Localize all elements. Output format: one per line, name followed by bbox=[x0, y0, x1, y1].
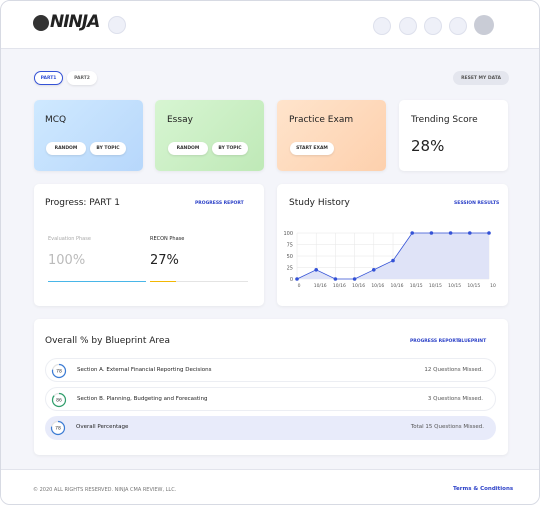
score-ring: 86 bbox=[51, 392, 67, 408]
apps-button[interactable] bbox=[449, 17, 467, 35]
card-title: Study History bbox=[289, 198, 350, 208]
progress-card: Progress: PART 1 PROGRESS REPORT Evaluat… bbox=[34, 184, 264, 306]
chart: 0 25 50 75 100 0 10/16 10/16 10/16 10/16 10/16 10/1… bbox=[283, 231, 496, 289]
ring-arc bbox=[50, 420, 66, 436]
study-card: Study History SESSION RESULTS 0 25 50 75 100… bbox=[277, 184, 508, 306]
row-name: Overall Percentage bbox=[76, 424, 129, 430]
notes-button[interactable] bbox=[424, 17, 442, 35]
score-label: 78 bbox=[56, 369, 62, 375]
terms-link[interactable]: Terms & Conditions bbox=[453, 486, 514, 492]
y-tick-label: 25 bbox=[287, 265, 293, 271]
point bbox=[429, 231, 434, 235]
point bbox=[468, 231, 472, 235]
row-missed: Total 15 Questions Missed. bbox=[410, 424, 484, 430]
x-tick-label: 10/16 bbox=[333, 283, 346, 289]
card-button[interactable]: BY TOPIC bbox=[90, 142, 126, 155]
score-label: 78 bbox=[55, 426, 61, 432]
ring-arc bbox=[51, 363, 67, 379]
avatar[interactable] bbox=[474, 15, 494, 35]
row-missed: 12 Questions Missed. bbox=[424, 367, 483, 373]
copyright: © 2020 ALL RIGHTS RESERVED. NINJA CMA RE… bbox=[33, 487, 177, 493]
phase-value: 27% bbox=[150, 253, 179, 268]
card-title: Practice Exam bbox=[289, 115, 354, 125]
blueprint-row: 78 Section A. External Financial Reportin… bbox=[45, 358, 496, 382]
phase-track bbox=[150, 281, 248, 282]
session-link[interactable]: SESSION RESULTS bbox=[454, 201, 500, 206]
point bbox=[410, 231, 414, 235]
card-title: Progress: PART 1 bbox=[45, 198, 120, 208]
x-tick-label: 10 bbox=[490, 283, 496, 289]
x-tick-label: 10/16 bbox=[391, 283, 404, 289]
bug-button[interactable] bbox=[399, 17, 417, 35]
y-tick-label: 0 bbox=[290, 277, 293, 283]
x-tick-label: 10/16 bbox=[352, 283, 365, 289]
point bbox=[352, 277, 357, 281]
card-title: Essay bbox=[167, 115, 193, 125]
card-button[interactable]: RANDOM bbox=[46, 142, 86, 155]
card-practice: Practice Exam START EXAM bbox=[277, 100, 386, 171]
phase-bar bbox=[48, 281, 146, 282]
card-button[interactable]: BY TOPIC bbox=[212, 142, 248, 155]
y-tick-label: 100 bbox=[283, 231, 293, 237]
card-title: Trending Score bbox=[411, 115, 478, 125]
phase-name: RECON Phase bbox=[150, 236, 185, 242]
score-ring: 78 bbox=[50, 420, 66, 436]
point bbox=[448, 231, 453, 235]
point bbox=[487, 231, 491, 235]
card-button[interactable]: RANDOM bbox=[168, 142, 208, 155]
row-name: Section A. External Financial Reporting … bbox=[77, 367, 212, 373]
progress-link[interactable]: PROGRESS REPORT bbox=[195, 201, 244, 206]
tab[interactable]: PART1 bbox=[34, 71, 63, 85]
theme-button[interactable] bbox=[373, 17, 391, 35]
phase-track bbox=[48, 281, 146, 282]
phase-name: Evaluation Phase bbox=[48, 236, 91, 242]
refresh-button[interactable] bbox=[108, 16, 126, 34]
score-label: 86 bbox=[56, 398, 62, 404]
x-tick-label: 10/15 bbox=[467, 283, 480, 289]
x-tick-label: 10/15 bbox=[448, 283, 461, 289]
header: NINJA bbox=[1, 1, 539, 49]
card-mcq: MCQ RANDOM BY TOPIC bbox=[34, 100, 143, 171]
phase-value: 100% bbox=[48, 253, 86, 268]
phase-bar bbox=[150, 281, 177, 282]
logo: NINJA bbox=[50, 12, 100, 32]
row-missed: 3 Questions Missed. bbox=[427, 396, 483, 402]
score-ring: 78 bbox=[51, 363, 67, 379]
point bbox=[391, 258, 395, 263]
tab[interactable]: PART2 bbox=[67, 71, 97, 85]
card-title: MCQ bbox=[45, 115, 67, 125]
point bbox=[372, 268, 376, 272]
blueprint-card: Overall % by Blueprint Area PROGRESS REP… bbox=[34, 319, 508, 455]
x-tick-label: 10/15 bbox=[429, 283, 442, 289]
blueprint-row: 86 Section B. Planning, Budgeting and For… bbox=[45, 387, 496, 411]
progress-link[interactable]: PROGRESS REPORT bbox=[410, 339, 459, 344]
logo-icon bbox=[33, 15, 49, 31]
x-tick-label: 10/16 bbox=[314, 283, 327, 289]
x-tick-label: 10/16 bbox=[371, 283, 384, 289]
footer: © 2020 ALL RIGHTS RESERVED. NINJA CMA RE… bbox=[1, 469, 539, 504]
card-title: Overall % by Blueprint Area bbox=[45, 336, 170, 346]
y-tick-label: 75 bbox=[287, 242, 293, 248]
point bbox=[333, 277, 338, 281]
x-tick-label: 0 bbox=[298, 283, 301, 289]
point bbox=[314, 268, 318, 272]
area bbox=[297, 233, 489, 279]
card-essay: Essay RANDOM BY TOPIC bbox=[155, 100, 264, 171]
y-tick-label: 50 bbox=[287, 254, 293, 260]
ring-arc bbox=[51, 392, 67, 408]
point bbox=[295, 277, 299, 281]
card-trending: Trending Score 28% bbox=[399, 100, 508, 171]
reset-button[interactable]: RESET MY DATA bbox=[453, 71, 509, 85]
trending-value: 28% bbox=[411, 137, 445, 155]
x-tick-label: 10/15 bbox=[410, 283, 423, 289]
row-name: Section B. Planning, Budgeting and Forec… bbox=[77, 396, 208, 402]
blueprint-row: 78 Overall Percentage Total 15 Questions M… bbox=[45, 416, 496, 440]
card-button[interactable]: START EXAM bbox=[290, 142, 334, 155]
blueprint-link[interactable]: BLUEPRINT bbox=[458, 339, 487, 344]
